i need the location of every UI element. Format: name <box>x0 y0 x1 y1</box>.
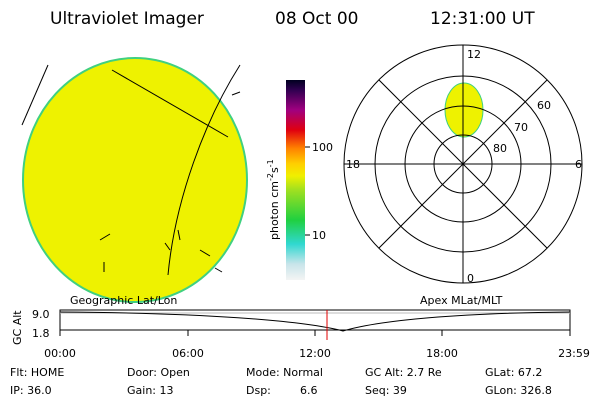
info: GLon: 326.8 <box>485 384 552 397</box>
time: 12:31:00 UT <box>430 9 535 29</box>
hour-label: 18 <box>346 158 360 171</box>
timeline-plot <box>59 310 571 340</box>
info: Mode: Normal <box>246 366 323 379</box>
lat-label: 60 <box>537 99 551 112</box>
x-label: 18:00 <box>426 347 458 360</box>
info: 6.6 <box>300 384 318 397</box>
title: Ultraviolet Imager <box>50 9 204 29</box>
colorbar-ticks <box>305 146 310 236</box>
x-label: 23:59 <box>558 347 590 360</box>
polar-grid <box>343 44 583 284</box>
lat-label: 70 <box>514 121 528 134</box>
y-label: 1.8 <box>32 327 50 340</box>
axis-label: GC Alt <box>11 310 24 345</box>
x-label: 06:00 <box>172 347 204 360</box>
hour-label: 12 <box>467 48 481 61</box>
info: Door: Open <box>127 366 190 379</box>
colorbar-tick: 100 <box>312 141 333 154</box>
info: GLat: 67.2 <box>485 366 542 379</box>
info: Seq: 39 <box>365 384 407 397</box>
lat-label: 80 <box>493 142 507 155</box>
x-label: 12:00 <box>299 347 331 360</box>
hour-label: 0 <box>467 272 474 285</box>
colorbar-label: photon cm-2s-1 <box>266 159 281 240</box>
hour-label: 6 <box>575 158 582 171</box>
timeline-title: Apex MLat/MLT <box>420 294 503 307</box>
globe <box>21 57 248 303</box>
info: Gain: 13 <box>127 384 174 397</box>
info: IP: 36.0 <box>10 384 52 397</box>
info: GC Alt: 2.7 Re <box>365 366 442 379</box>
y-label: 9.0 <box>32 308 50 321</box>
date: 08 Oct 00 <box>275 9 358 29</box>
colorbar <box>286 80 305 280</box>
info: Dsp: <box>246 384 271 397</box>
info: Flt: HOME <box>10 366 64 379</box>
timeline-title: Geographic Lat/Lon <box>70 294 177 307</box>
x-label: 00:00 <box>44 347 76 360</box>
colorbar-tick: 10 <box>312 229 326 242</box>
